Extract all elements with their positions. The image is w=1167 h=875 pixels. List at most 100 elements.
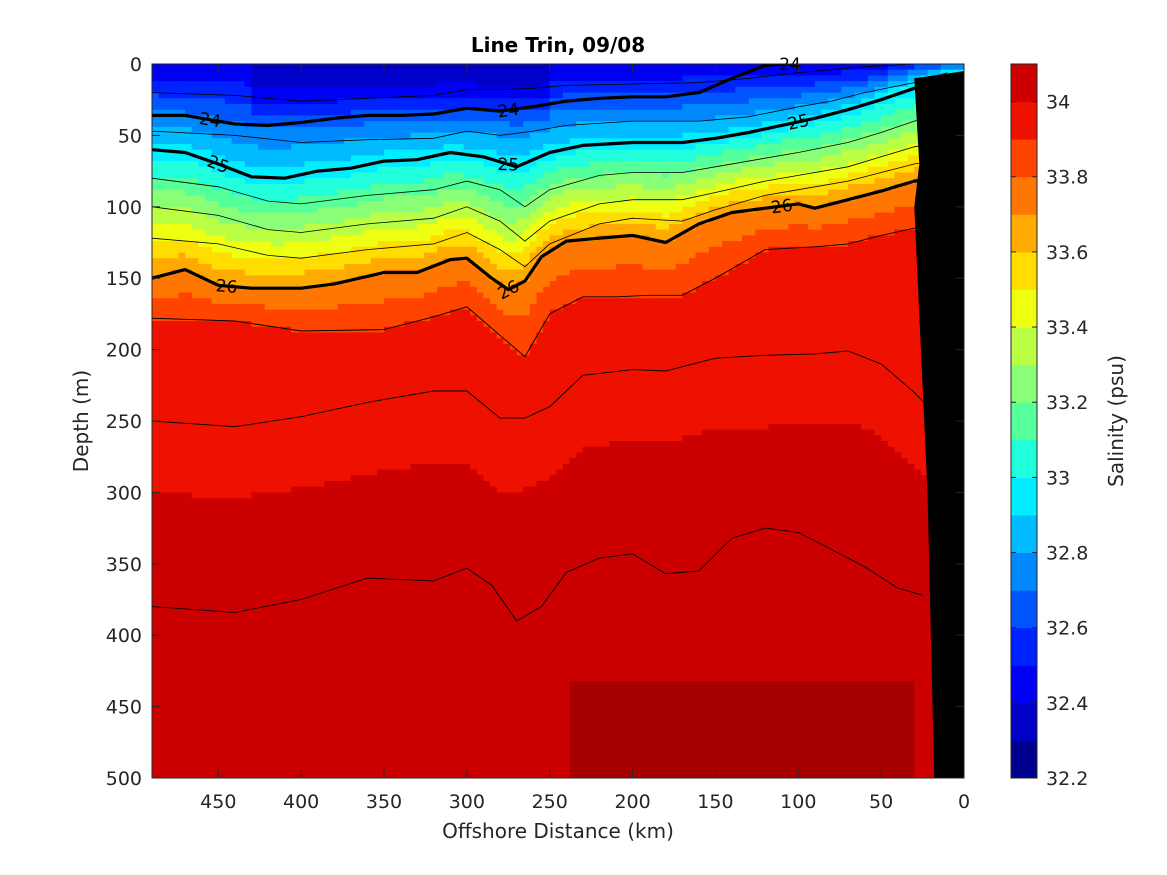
salinity-cell [357, 663, 366, 671]
salinity-cell [350, 503, 359, 511]
salinity-cell [330, 749, 339, 757]
salinity-cell [178, 709, 187, 717]
salinity-cell [324, 292, 332, 300]
salinity-cell [171, 241, 180, 248]
salinity-cell [171, 418, 180, 425]
salinity-cell [344, 583, 352, 591]
salinity-cell [403, 720, 412, 728]
salinity-cell [205, 75, 213, 83]
salinity-cell [191, 263, 200, 271]
salinity-cell [152, 361, 160, 368]
salinity-cell [337, 155, 346, 162]
salinity-cell [364, 715, 372, 722]
salinity-cell [171, 326, 180, 334]
salinity-cell [224, 583, 233, 591]
salinity-cell [410, 595, 419, 602]
salinity-cell [277, 418, 286, 425]
salinity-cell [152, 692, 160, 699]
salinity-cell [211, 361, 220, 368]
salinity-cell [171, 526, 180, 534]
salinity-cell [251, 532, 259, 539]
salinity-cell [158, 458, 167, 465]
salinity-cell [403, 583, 412, 591]
salinity-cell [357, 292, 366, 300]
salinity-cell [277, 760, 286, 768]
salinity-cell [403, 383, 412, 391]
salinity-cell [218, 235, 226, 242]
salinity-cell [244, 680, 253, 688]
salinity-cell [231, 658, 240, 665]
salinity-cell [224, 703, 233, 711]
salinity-cell [311, 583, 319, 591]
salinity-cell [231, 555, 240, 562]
salinity-cell [350, 298, 359, 305]
salinity-cell [158, 526, 167, 534]
salinity-cell [304, 560, 312, 568]
salinity-cell [258, 635, 266, 642]
salinity-cell [251, 526, 259, 534]
salinity-cell [271, 755, 279, 762]
salinity-cell [297, 435, 306, 442]
salinity-cell [198, 86, 206, 94]
salinity-cell [231, 503, 240, 511]
salinity-cell [191, 709, 200, 717]
salinity-cell [277, 612, 286, 619]
salinity-cell [198, 578, 206, 585]
salinity-cell [284, 378, 293, 385]
salinity-cell [410, 252, 419, 260]
salinity-cell [410, 680, 419, 688]
salinity-cell [377, 166, 385, 174]
salinity-cell [317, 635, 326, 642]
salinity-cell [317, 332, 326, 340]
salinity-cell [277, 155, 286, 162]
salinity-cell [377, 766, 385, 774]
salinity-cell [238, 520, 246, 528]
salinity-cell [178, 429, 187, 437]
salinity-cell [344, 669, 352, 677]
salinity-cell [390, 726, 399, 734]
salinity-cell [158, 292, 167, 300]
salinity-cell [205, 623, 213, 631]
salinity-cell [158, 600, 167, 608]
salinity-cell [191, 109, 200, 117]
salinity-cell [297, 606, 306, 614]
salinity-cell [178, 132, 187, 140]
salinity-cell [224, 218, 233, 225]
salinity-cell [311, 258, 319, 265]
salinity-cell [370, 520, 379, 528]
salinity-cell [224, 760, 233, 768]
salinity-cell [317, 509, 326, 517]
salinity-cell [178, 663, 187, 671]
salinity-cell [403, 132, 412, 140]
salinity-cell [410, 338, 419, 345]
salinity-cell [271, 720, 279, 728]
salinity-cell [304, 343, 312, 351]
salinity-cell [152, 372, 160, 380]
salinity-cell [297, 383, 306, 391]
salinity-cell [344, 292, 352, 300]
salinity-cell [284, 515, 293, 522]
salinity-cell [251, 126, 259, 134]
salinity-cell [152, 229, 160, 237]
salinity-cell [152, 612, 160, 619]
salinity-cell [251, 389, 259, 397]
salinity-cell [364, 92, 372, 100]
salinity-cell [165, 486, 173, 494]
salinity-cell [171, 726, 180, 734]
salinity-cell [297, 640, 306, 648]
salinity-cell [384, 361, 392, 368]
salinity-cell [311, 389, 319, 397]
salinity-cell [370, 263, 379, 271]
salinity-cell [277, 743, 286, 751]
salinity-cell [410, 121, 419, 128]
salinity-cell [231, 612, 240, 619]
salinity-cell [344, 658, 352, 665]
salinity-cell [185, 326, 193, 334]
salinity-cell [324, 732, 332, 739]
salinity-cell [311, 201, 319, 208]
salinity-cell [370, 315, 379, 322]
salinity-cell [324, 743, 332, 751]
salinity-cell [198, 183, 206, 191]
salinity-cell [384, 189, 392, 197]
salinity-cell [291, 760, 299, 768]
